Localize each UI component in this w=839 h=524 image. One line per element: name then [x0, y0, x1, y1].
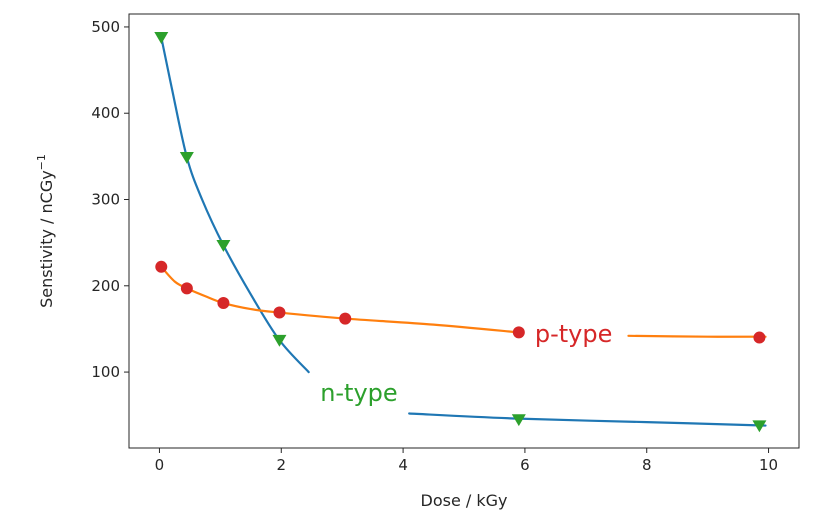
- fit-curve-n-type: [408, 412, 767, 427]
- x-tick-label: 0: [155, 456, 165, 474]
- plot-frame: [128, 13, 800, 449]
- x-axis-ticks: 0 2 4 6 8 10: [155, 448, 778, 474]
- data-point-n-type: [154, 32, 169, 44]
- data-point-p-type: [339, 312, 352, 325]
- x-tick-label: 2: [276, 456, 286, 474]
- data-point-n-type: [272, 334, 287, 347]
- x-axis-label: Dose / kGy: [421, 491, 508, 510]
- y-axis-label: Senstivity / nCGy−1: [35, 154, 56, 308]
- fit-curve-p-type: [627, 334, 767, 338]
- y-axis-label-superscript: −1: [35, 154, 48, 170]
- data-point-n-type: [752, 420, 767, 433]
- data-point-p-type: [512, 326, 525, 339]
- data-point-p-type: [273, 306, 286, 319]
- y-axis-label-main: Senstivity / nCGy: [37, 170, 56, 308]
- x-tick-label: 6: [520, 456, 530, 474]
- data-point-p-type: [180, 282, 193, 295]
- x-tick-label: 10: [759, 456, 778, 474]
- data-point-n-type: [179, 151, 194, 164]
- series-labels: n-type p-type: [320, 320, 612, 407]
- y-tick-label: 100: [91, 363, 120, 381]
- series-label-p-type: p-type: [535, 320, 613, 348]
- x-tick-label: 4: [398, 456, 408, 474]
- data-point-p-type: [753, 331, 766, 344]
- data-markers: [154, 32, 767, 433]
- y-tick-label: 400: [91, 104, 120, 122]
- y-tick-label: 500: [91, 18, 120, 36]
- x-tick-label: 8: [642, 456, 652, 474]
- data-point-p-type: [155, 260, 168, 273]
- data-point-n-type: [511, 414, 526, 427]
- series-label-n-type: n-type: [320, 379, 397, 407]
- y-tick-label: 300: [91, 191, 120, 209]
- y-tick-label: 200: [91, 277, 120, 295]
- data-point-p-type: [217, 297, 230, 310]
- y-axis-ticks: 100 200 300 400 500: [91, 18, 129, 381]
- data-point-n-type: [216, 239, 231, 252]
